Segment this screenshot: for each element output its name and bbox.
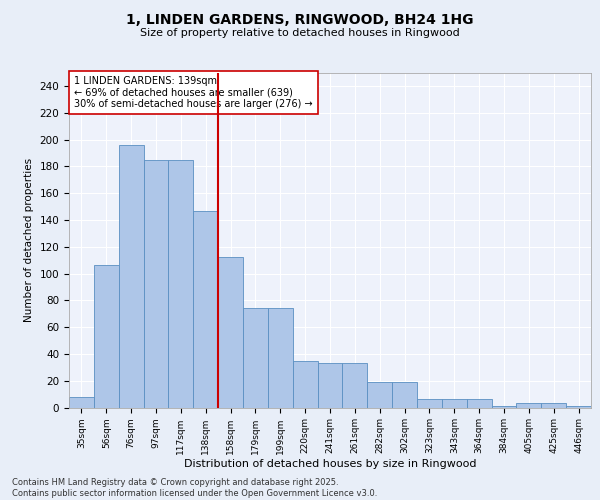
Bar [218,258,243,408]
Bar [392,382,417,407]
Bar [94,266,119,408]
Bar [69,397,94,407]
Bar [566,406,591,407]
Bar [119,145,143,407]
Bar [343,364,367,408]
Bar [442,400,467,407]
Bar [417,400,442,407]
Text: Contains HM Land Registry data © Crown copyright and database right 2025.
Contai: Contains HM Land Registry data © Crown c… [12,478,377,498]
X-axis label: Distribution of detached houses by size in Ringwood: Distribution of detached houses by size … [184,459,476,469]
Text: 1, LINDEN GARDENS, RINGWOOD, BH24 1HG: 1, LINDEN GARDENS, RINGWOOD, BH24 1HG [126,12,474,26]
Text: Size of property relative to detached houses in Ringwood: Size of property relative to detached ho… [140,28,460,38]
Bar [193,210,218,408]
Bar [367,382,392,407]
Bar [268,308,293,408]
Bar [143,160,169,408]
Text: 1 LINDEN GARDENS: 139sqm
← 69% of detached houses are smaller (639)
30% of semi-: 1 LINDEN GARDENS: 139sqm ← 69% of detach… [74,76,313,109]
Y-axis label: Number of detached properties: Number of detached properties [24,158,34,322]
Bar [317,364,343,408]
Bar [467,400,491,407]
Bar [169,160,193,408]
Bar [541,404,566,407]
Bar [517,404,541,407]
Bar [243,308,268,408]
Bar [293,360,317,408]
Bar [491,406,517,407]
